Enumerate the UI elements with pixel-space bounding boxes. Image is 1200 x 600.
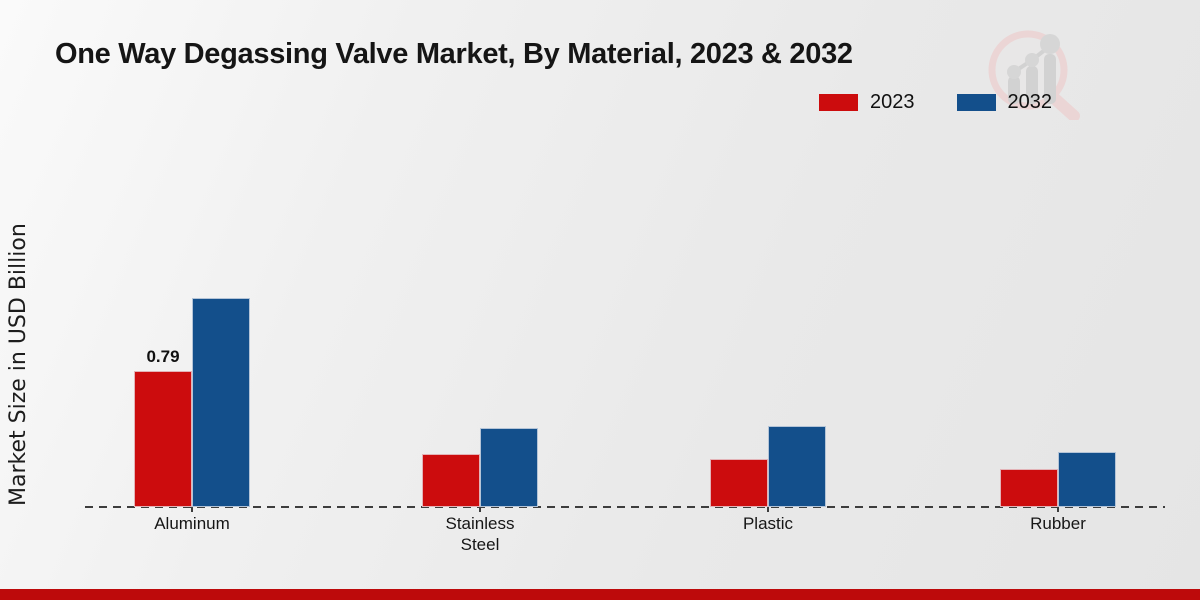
category-label-stainless-steel: Stainless Steel	[445, 514, 515, 554]
category-label-plastic: Plastic	[742, 514, 794, 533]
legend-item-2023: 2023	[819, 92, 915, 112]
bar-2023-plastic	[710, 459, 768, 507]
legend: 2023 2032	[819, 92, 1052, 112]
category-label-aluminum: Aluminum	[154, 514, 230, 533]
category-label-rubber: Rubber	[1030, 514, 1086, 533]
bar-2032-aluminum	[192, 298, 250, 507]
x-axis-tick	[1057, 507, 1059, 512]
bar-2023-rubber	[1000, 469, 1058, 507]
x-axis-tick	[767, 507, 769, 512]
magnifier-bar-chart-logo-icon	[988, 30, 1080, 120]
legend-label: 2032	[1007, 91, 1053, 113]
x-axis-tick	[479, 507, 481, 512]
bar-value-label: 0.79	[146, 347, 180, 366]
bar-2032-rubber	[1058, 452, 1116, 507]
footer-accent-bar	[0, 589, 1200, 600]
x-axis-tick	[191, 507, 193, 512]
bar-2032-plastic	[768, 426, 826, 507]
chart-title: One Way Degassing Valve Market, By Mater…	[55, 38, 853, 70]
legend-swatch-icon	[819, 93, 858, 111]
bar-2023-stainless-steel	[422, 454, 480, 507]
legend-item-2032: 2032	[956, 91, 1053, 113]
bar-2023-aluminum	[134, 371, 192, 507]
legend-swatch-icon	[956, 93, 996, 111]
bar-2032-stainless-steel	[480, 428, 538, 507]
x-axis-baseline	[85, 506, 1165, 508]
legend-label: 2023	[870, 91, 915, 113]
